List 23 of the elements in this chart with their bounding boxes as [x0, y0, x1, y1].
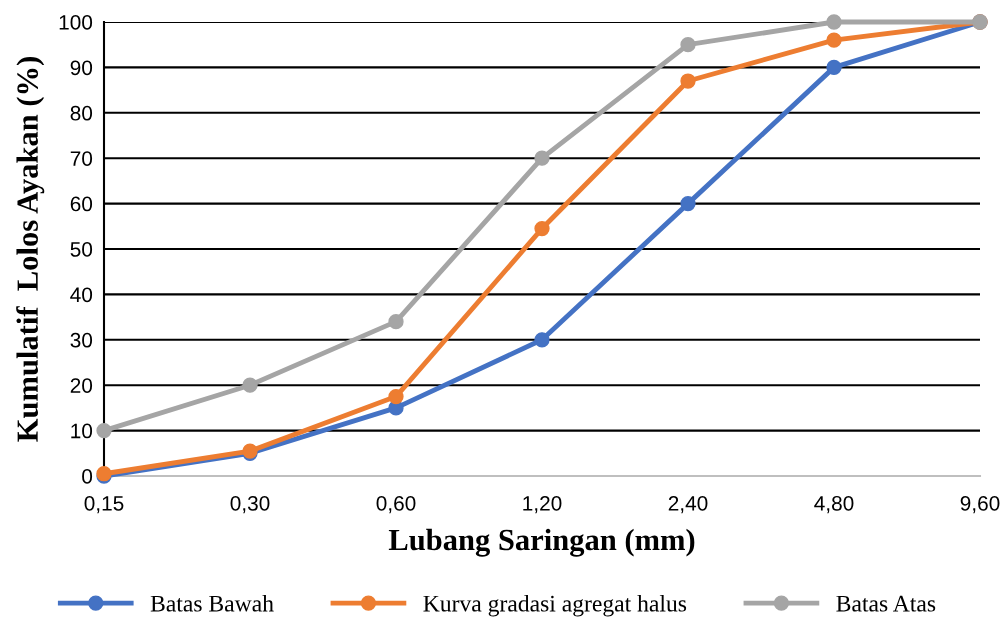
y-tick-label: 100	[59, 15, 93, 30]
y-tick-label: 40	[70, 287, 93, 303]
x-tick-label: 4,80	[814, 495, 854, 514]
legend-label: Batas Bawah	[150, 595, 274, 612]
y-tick-label: 10	[71, 423, 93, 439]
legend-label: Kurva gradasi agregat halus	[423, 595, 687, 617]
y-tick-label: 30	[70, 332, 93, 348]
y-tick-label: 80	[70, 105, 93, 121]
x-tick-label: 0,30	[230, 495, 270, 514]
x-axis-title: Lubang Saringan (mm)	[388, 528, 695, 557]
legend-label: Batas Atas	[836, 595, 936, 612]
y-tick-label: 50	[70, 242, 93, 257]
y-axis-title: Kumulatif Lolos Ayakan (%)	[16, 57, 45, 442]
x-tick-label: 1,20	[523, 495, 562, 514]
x-tick-label: 0,60	[376, 495, 416, 514]
x-tick-label: 2,40	[668, 495, 708, 514]
x-tick-label: 9,60	[960, 495, 1000, 514]
y-tick-label: 0	[82, 469, 93, 484]
y-tick-label: 70	[70, 151, 93, 166]
y-tick-label: 60	[70, 196, 93, 212]
x-tick-label: 0,15	[84, 495, 124, 514]
y-tick-label: 20	[70, 378, 93, 393]
y-tick-label: 90	[70, 60, 93, 76]
